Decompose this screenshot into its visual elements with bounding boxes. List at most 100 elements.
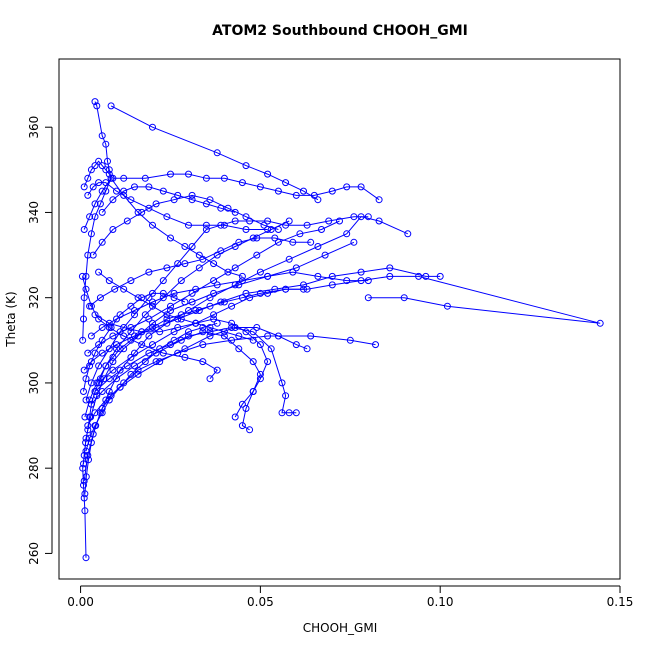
data-point <box>271 285 279 293</box>
data-point <box>202 200 210 208</box>
data-point <box>310 191 318 199</box>
data-point <box>131 362 138 370</box>
data-point <box>192 285 200 293</box>
data-point <box>79 464 87 472</box>
data-point <box>271 234 279 242</box>
data-point <box>253 251 261 259</box>
data-point <box>145 183 153 191</box>
data-point <box>87 379 95 387</box>
data-point <box>195 264 203 272</box>
data-point <box>113 345 120 353</box>
data-point <box>199 255 207 263</box>
series-lines <box>81 101 601 558</box>
data-point <box>134 366 142 374</box>
data-point <box>206 332 214 340</box>
data-point <box>242 226 250 233</box>
data-point <box>195 251 203 259</box>
data-point <box>127 353 135 361</box>
data-point <box>116 345 124 353</box>
data-point <box>350 238 358 246</box>
data-point <box>199 328 207 336</box>
data-point <box>87 439 95 447</box>
data-point <box>156 345 164 353</box>
data-point <box>120 379 128 387</box>
data-point <box>127 277 135 285</box>
data-point <box>105 396 113 404</box>
data-point <box>98 409 106 417</box>
data-point <box>95 362 103 370</box>
data-point <box>267 226 275 233</box>
data-point <box>217 247 225 255</box>
data-point <box>107 102 115 110</box>
data-point <box>256 183 264 191</box>
data-point <box>404 230 412 238</box>
data-point <box>242 328 250 336</box>
data-point <box>82 554 90 562</box>
data-point <box>134 294 142 302</box>
data-point <box>93 379 101 387</box>
data-point <box>328 281 336 289</box>
data-point <box>98 349 106 357</box>
data-point <box>80 481 87 489</box>
series-line <box>101 186 236 213</box>
data-point <box>163 319 171 327</box>
data-point <box>188 289 196 297</box>
data-point <box>264 358 272 366</box>
data-point <box>91 388 99 395</box>
data-point <box>145 332 153 340</box>
data-point <box>91 200 99 208</box>
data-point <box>102 179 110 187</box>
data-point <box>231 324 239 331</box>
data-point <box>274 332 282 340</box>
data-point <box>167 307 174 314</box>
data-point <box>100 375 108 383</box>
data-point <box>213 281 221 289</box>
data-point <box>217 204 225 212</box>
data-point <box>343 277 351 285</box>
data-point <box>372 341 379 349</box>
data-point <box>199 358 207 366</box>
data-point <box>231 208 239 216</box>
data-point <box>98 132 106 140</box>
data-point <box>253 234 261 242</box>
data-point <box>109 358 117 366</box>
data-point <box>199 341 207 349</box>
y-tick-label: 340 <box>27 201 41 224</box>
data-point <box>213 319 221 327</box>
chart-title: ATOM2 Southbound CHOOH_GMI <box>212 23 468 39</box>
data-point <box>84 451 92 459</box>
data-point <box>127 370 135 378</box>
data-point <box>210 315 218 323</box>
data-point <box>109 353 117 361</box>
data-point <box>98 405 106 412</box>
data-point <box>116 311 124 319</box>
data-point <box>256 268 264 276</box>
data-point <box>79 336 87 344</box>
data-point <box>116 366 124 374</box>
data-point <box>145 268 153 276</box>
data-point <box>91 98 99 106</box>
data-point <box>188 243 196 250</box>
data-point <box>89 183 97 191</box>
data-point <box>174 260 182 268</box>
data-point <box>220 174 228 182</box>
data-point <box>422 272 430 280</box>
data-point <box>213 366 221 374</box>
data-point <box>181 243 189 250</box>
data-point <box>91 409 99 417</box>
x-axis-label: CHOOH_GMI <box>303 621 378 635</box>
data-point <box>149 324 156 331</box>
data-point <box>120 285 128 293</box>
data-point <box>386 264 394 272</box>
data-point <box>138 328 146 336</box>
data-point <box>109 226 117 233</box>
data-point <box>292 264 300 272</box>
data-point <box>264 226 272 233</box>
data-point <box>89 430 97 438</box>
data-point <box>98 162 106 170</box>
data-point <box>149 289 156 297</box>
data-point <box>104 157 111 165</box>
data-point <box>264 170 272 178</box>
data-point <box>217 221 225 229</box>
